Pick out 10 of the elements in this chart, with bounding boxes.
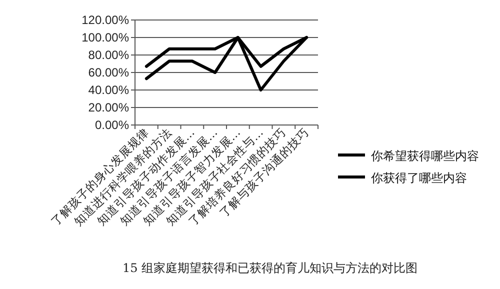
legend-label: 你获得了哪些内容 (370, 171, 467, 185)
legend-label: 你希望获得哪些内容 (370, 149, 479, 163)
y-tick-label: 40.00% (88, 83, 130, 97)
y-tick-label: 100.00% (82, 30, 130, 44)
y-tick-label: 120.00% (82, 13, 130, 27)
y-tick-label: 80.00% (88, 48, 130, 62)
text: 15 组家庭期望获得和已获得的育儿知识与方法的对比图 (122, 261, 418, 275)
y-tick-label: 0.00% (94, 118, 130, 132)
y-tick-label: 60.00% (88, 66, 130, 80)
y-tick-label: 20.00% (88, 100, 130, 114)
